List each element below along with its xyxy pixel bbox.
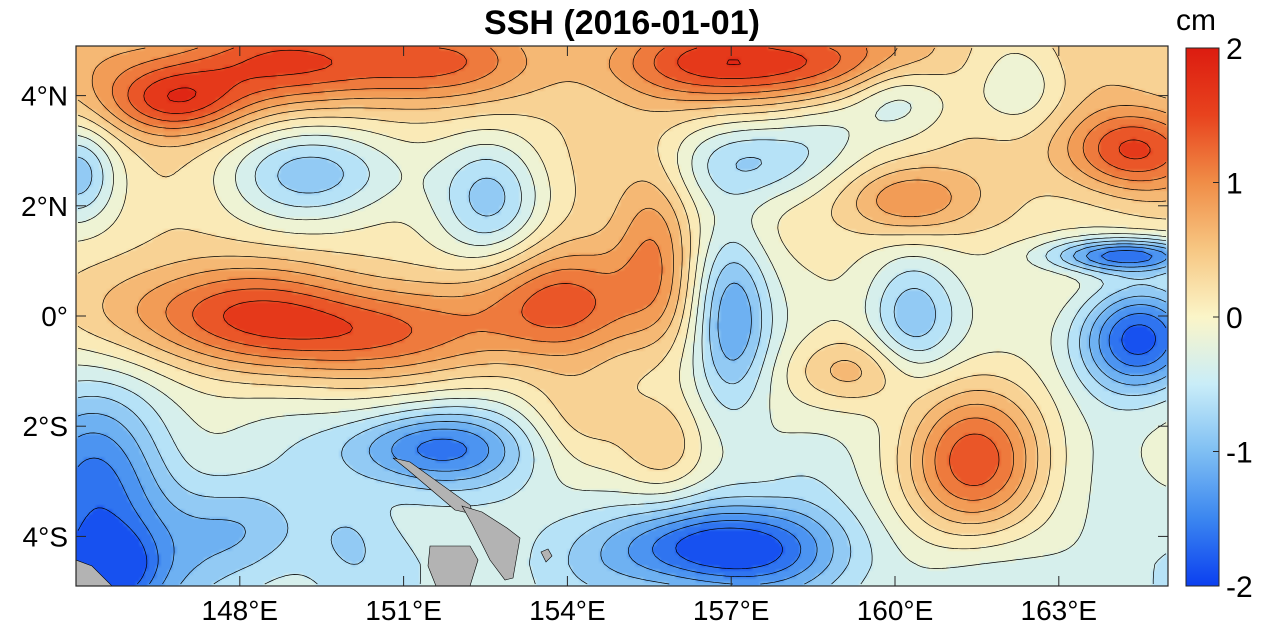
colorbar-label: cm [1176, 4, 1216, 37]
y-tick-label: 2°N [21, 191, 68, 222]
contour-level [77, 47, 1167, 536]
contour-lines [77, 47, 1167, 585]
land-new-ireland [461, 505, 521, 581]
y-tick-label: 4°S [23, 521, 68, 552]
contour-level [127, 47, 1167, 486]
contour-level [77, 156, 1167, 585]
x-axis: 148°E 151°E 154°E 157°E 160°E 163°E [202, 46, 1098, 626]
land-bougainville [427, 545, 479, 586]
land-islet [540, 548, 553, 563]
contour-level [77, 324, 1156, 585]
plot-area [75, 45, 1169, 587]
contour-level [77, 139, 1167, 585]
x-tick-label: 148°E [202, 595, 279, 626]
colorbar: cm -2 -1 0 1 2 [1176, 4, 1253, 604]
x-tick-label: 157°E [693, 595, 770, 626]
ssh-field [76, 46, 1168, 586]
colorbar-ticks: -2 -1 0 1 2 [1213, 33, 1253, 604]
contour-level [91, 47, 1167, 513]
contour-level [77, 246, 1167, 585]
contour-level [77, 243, 1167, 585]
contour-level [77, 52, 1167, 550]
land-mask [76, 457, 553, 586]
contour-level [77, 250, 1167, 585]
contour-level [77, 47, 1167, 525]
colorbar-tick-label: -1 [1226, 437, 1253, 470]
x-tick-label: 163°E [1021, 595, 1098, 626]
colorbar-tick-label: 1 [1226, 168, 1243, 201]
contour-level [77, 99, 1167, 569]
chart-title: SSH (2016-01-01) [484, 4, 760, 42]
contour-level [143, 47, 1151, 340]
y-tick-label: 2°S [23, 411, 68, 442]
y-tick-label: 4°N [21, 81, 68, 112]
contour-level [167, 59, 741, 103]
colorbar-tick-label: -2 [1226, 571, 1253, 604]
contour-level [111, 47, 1167, 501]
x-tick-label: 151°E [365, 595, 442, 626]
x-tick-label: 154°E [529, 595, 606, 626]
y-tick-label: 0° [41, 301, 68, 332]
colorbar-tick-label: 0 [1226, 302, 1243, 335]
land-new-guinea-corner [76, 559, 113, 586]
y-axis: 4°N 2°N 0° 2°S 4°S [21, 81, 1168, 552]
colorbar-tick-label: 2 [1226, 33, 1243, 66]
x-tick-label: 160°E [857, 595, 934, 626]
